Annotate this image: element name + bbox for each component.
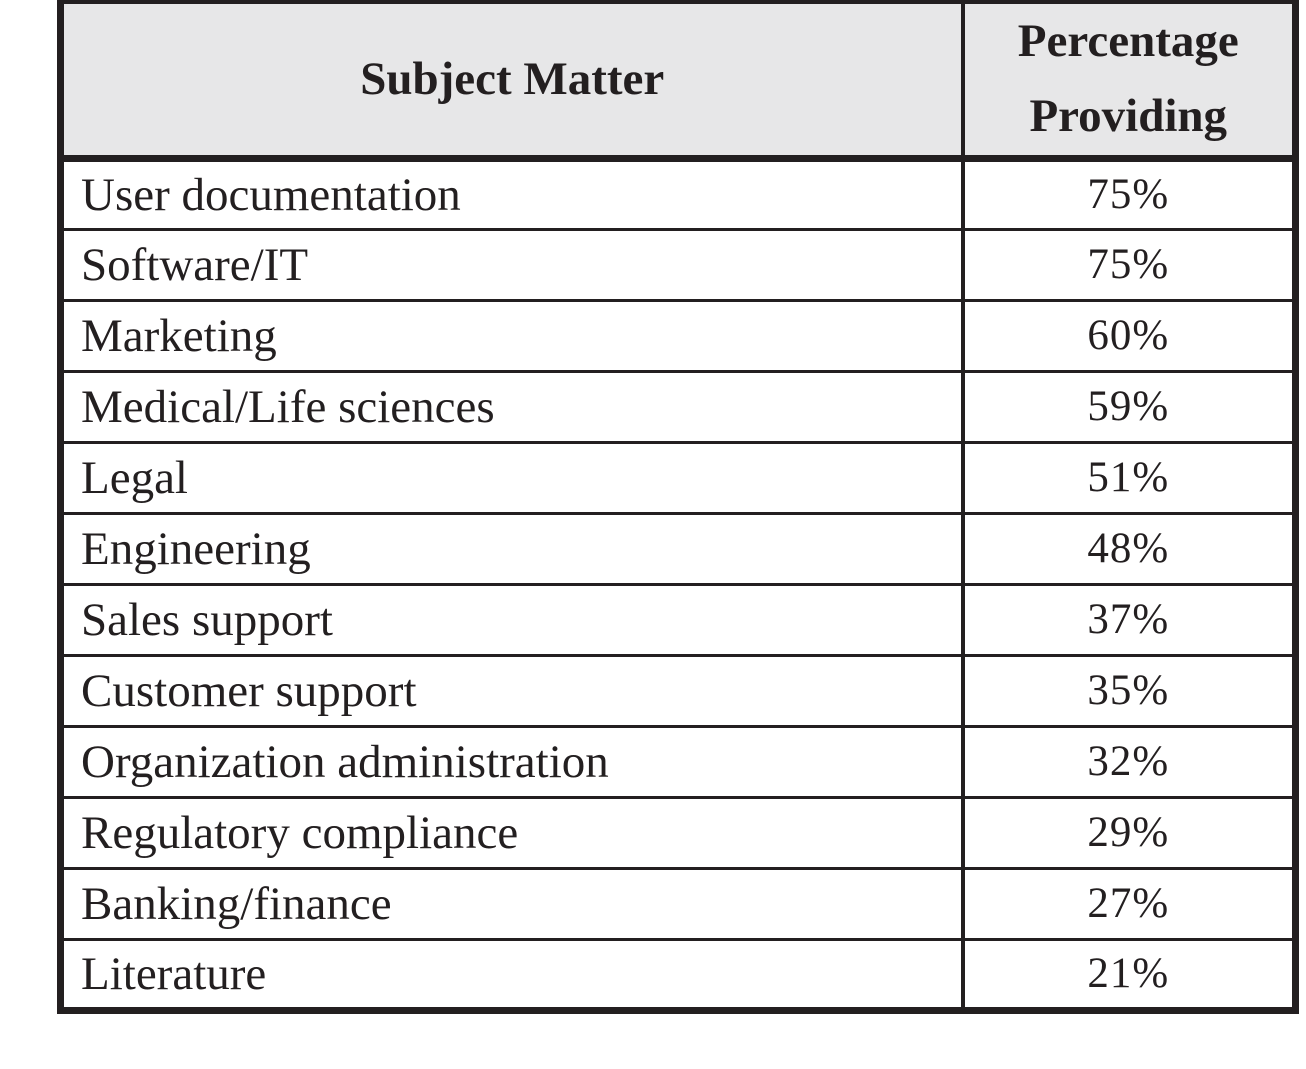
subject-cell: Engineering [60,513,965,586]
table-row: Engineering 48% [60,513,1296,586]
table-row: Medical/Life sciences 59% [60,371,1296,444]
subject-cell: Legal [60,442,965,515]
percentage-cell: 59% [962,371,1296,444]
column-header-percentage-providing: Percentage Providing [962,2,1296,162]
table-header: Subject Matter Percentage Providing [60,2,1296,162]
percentage-cell: 60% [962,300,1296,373]
table-row: Regulatory compliance 29% [60,797,1296,870]
table-row: Sales support 37% [60,584,1296,657]
percentage-cell: 21% [962,939,1296,1010]
percentage-cell: 51% [962,442,1296,515]
table-row: Customer support 35% [60,655,1296,728]
table-row: Software/IT 75% [60,229,1296,302]
subject-cell: Medical/Life sciences [60,371,965,444]
table-row: Organization administration 32% [60,726,1296,799]
table-row: User documentation 75% [60,158,1296,231]
header-row: Subject Matter Percentage Providing [60,2,1296,162]
table-row: Marketing 60% [60,300,1296,373]
subject-cell: Marketing [60,300,965,373]
subject-matter-table: Subject Matter Percentage Providing User… [57,0,1299,1014]
percentage-cell: 27% [962,868,1296,941]
table-row: Banking/finance 27% [60,868,1296,941]
subject-cell: Regulatory compliance [60,797,965,870]
percentage-cell: 35% [962,655,1296,728]
percentage-cell: 32% [962,726,1296,799]
table-row: Literature 21% [60,939,1296,1010]
subject-cell: Literature [60,939,965,1010]
column-header-subject-matter: Subject Matter [60,2,965,162]
subject-cell: Customer support [60,655,965,728]
percentage-cell: 75% [962,229,1296,302]
percentage-cell: 75% [962,158,1296,231]
table-body: User documentation 75% Software/IT 75% M… [60,158,1296,1010]
table-row: Legal 51% [60,442,1296,515]
percentage-cell: 48% [962,513,1296,586]
percentage-cell: 37% [962,584,1296,657]
subject-cell: User documentation [60,158,965,231]
subject-cell: Organization administration [60,726,965,799]
subject-cell: Banking/finance [60,868,965,941]
subject-cell: Sales support [60,584,965,657]
subject-cell: Software/IT [60,229,965,302]
percentage-cell: 29% [962,797,1296,870]
